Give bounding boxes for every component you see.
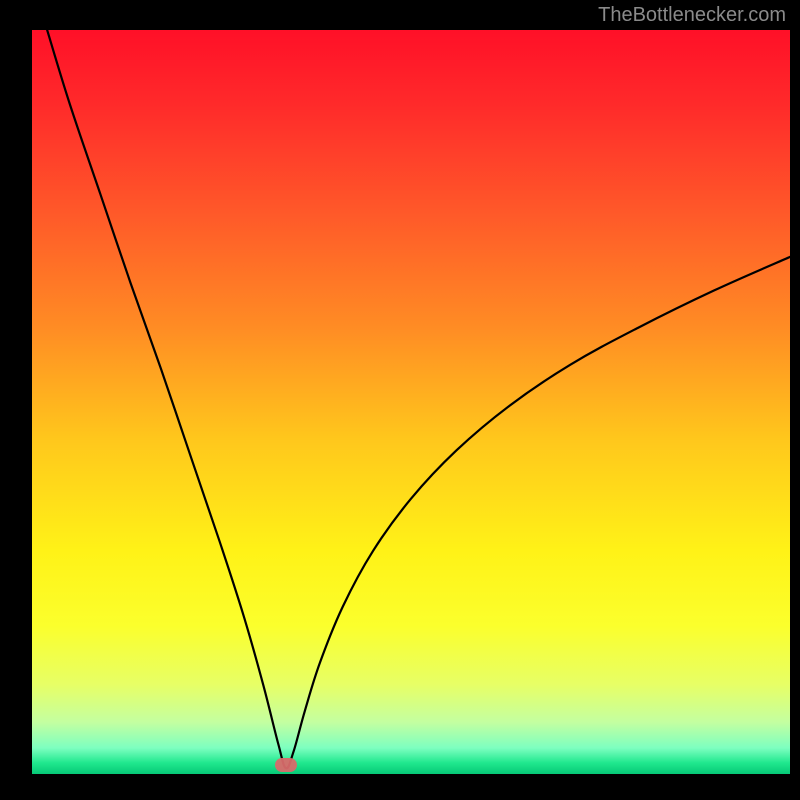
gradient-background (32, 30, 790, 774)
outer-frame: TheBottlenecker.com (0, 0, 800, 800)
optimum-marker (275, 758, 297, 772)
watermark-text: TheBottlenecker.com (598, 4, 786, 27)
plot-area (32, 30, 790, 774)
